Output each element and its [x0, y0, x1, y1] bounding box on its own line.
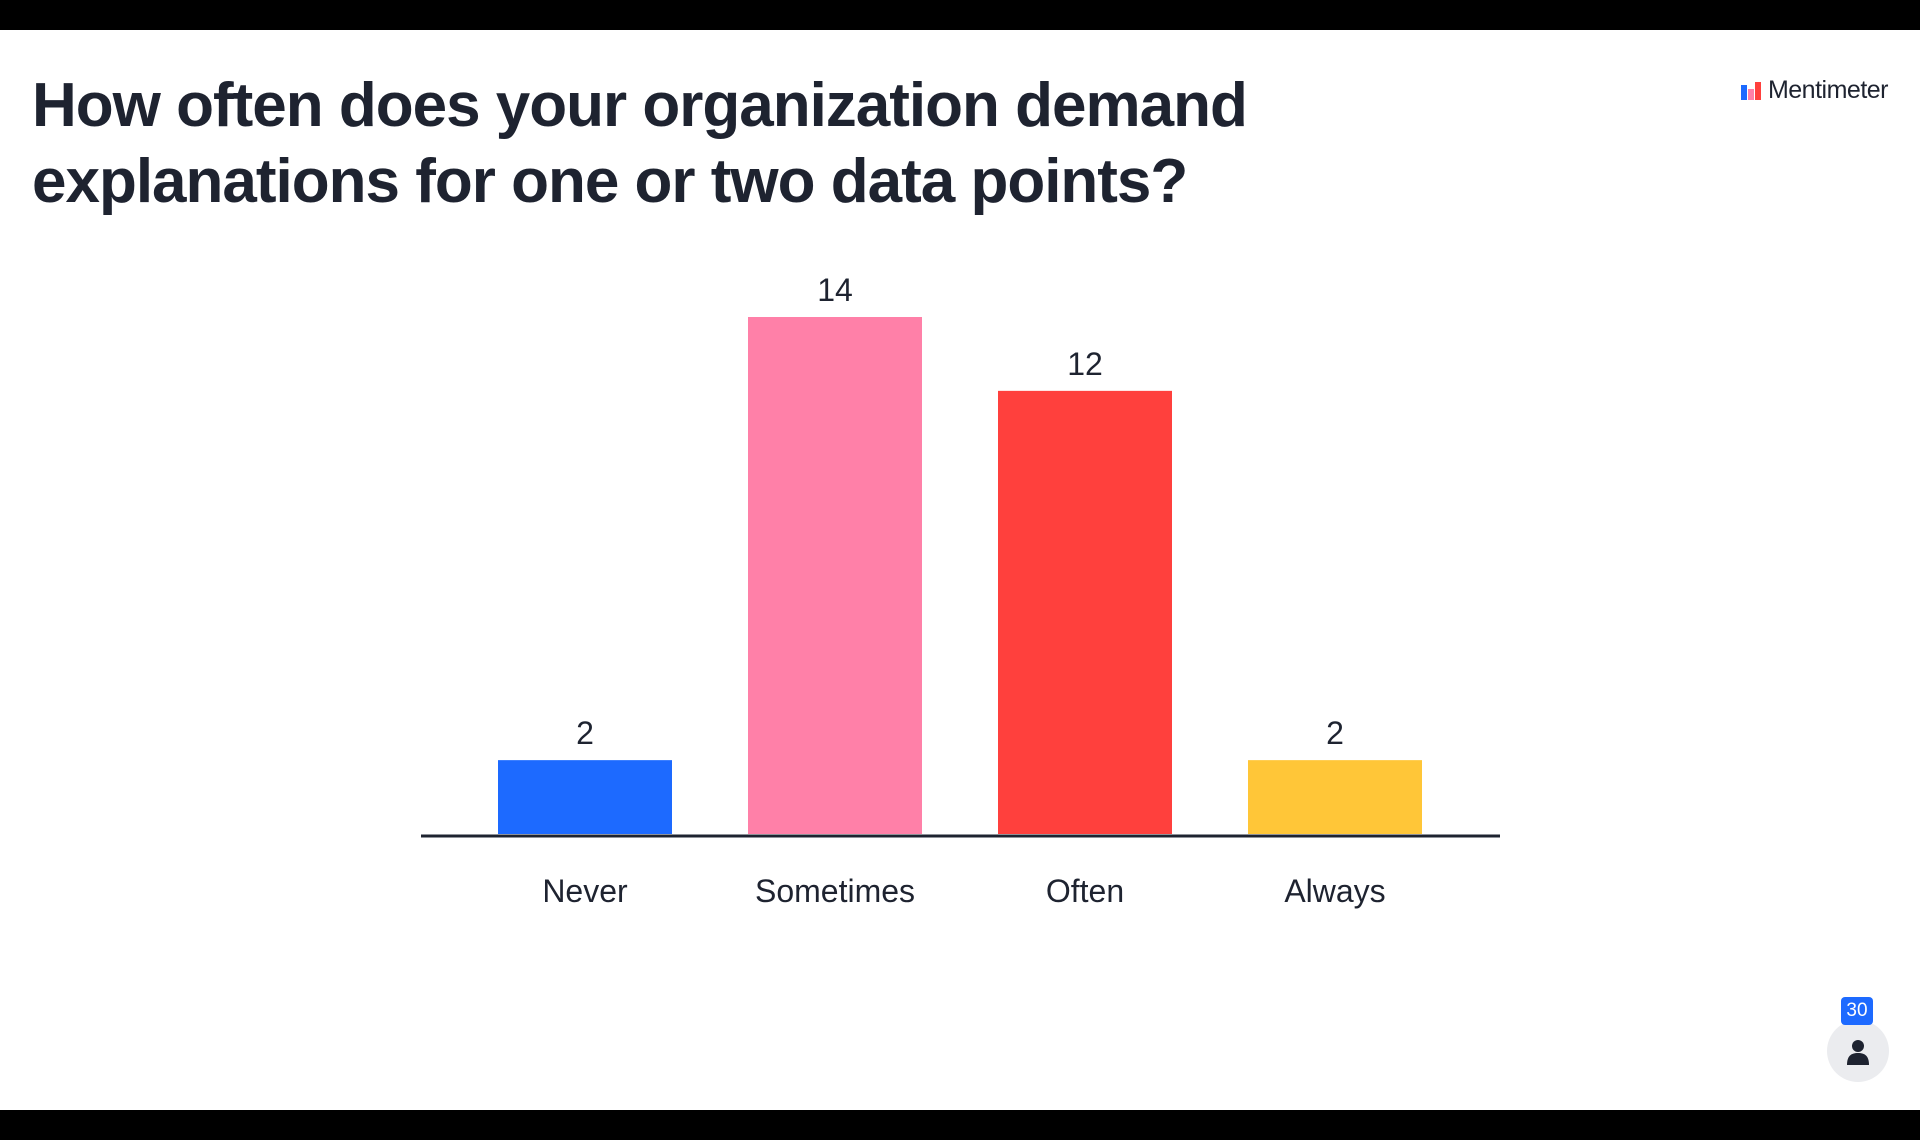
data-label-sometimes: 14: [817, 272, 853, 308]
data-label-always: 2: [1326, 715, 1344, 751]
participants-button[interactable]: [1827, 1020, 1889, 1082]
category-label-sometimes: Sometimes: [755, 873, 915, 909]
letterbox-bottom: [0, 1110, 1920, 1140]
bar-chart: 2 Never 14 Sometimes 12 Often 2 Always: [421, 272, 1500, 909]
bar-often: [998, 390, 1172, 834]
brand-name: Mentimeter: [1767, 76, 1889, 104]
participant-count-badge: 30: [1841, 997, 1873, 1025]
labels-layer: 2 Never 14 Sometimes 12 Often 2 Always: [542, 272, 1385, 909]
letterbox-top: [0, 0, 1920, 30]
slide: How often does your organization demand …: [0, 30, 1920, 1110]
mentimeter-logo-icon: [1740, 81, 1761, 100]
category-label-often: Often: [1046, 873, 1124, 909]
person-icon: [1847, 1040, 1869, 1065]
category-label-always: Always: [1284, 873, 1385, 909]
data-label-often: 12: [1067, 346, 1103, 382]
bar-never: [498, 760, 672, 834]
bar-sometimes: [748, 317, 922, 834]
data-label-never: 2: [576, 715, 594, 751]
bars-layer: [498, 317, 1422, 834]
question-title: How often does your organization demand …: [32, 71, 1248, 216]
bar-always: [1248, 760, 1422, 834]
category-label-never: Never: [542, 873, 628, 909]
brand: Mentimeter: [1740, 76, 1889, 105]
